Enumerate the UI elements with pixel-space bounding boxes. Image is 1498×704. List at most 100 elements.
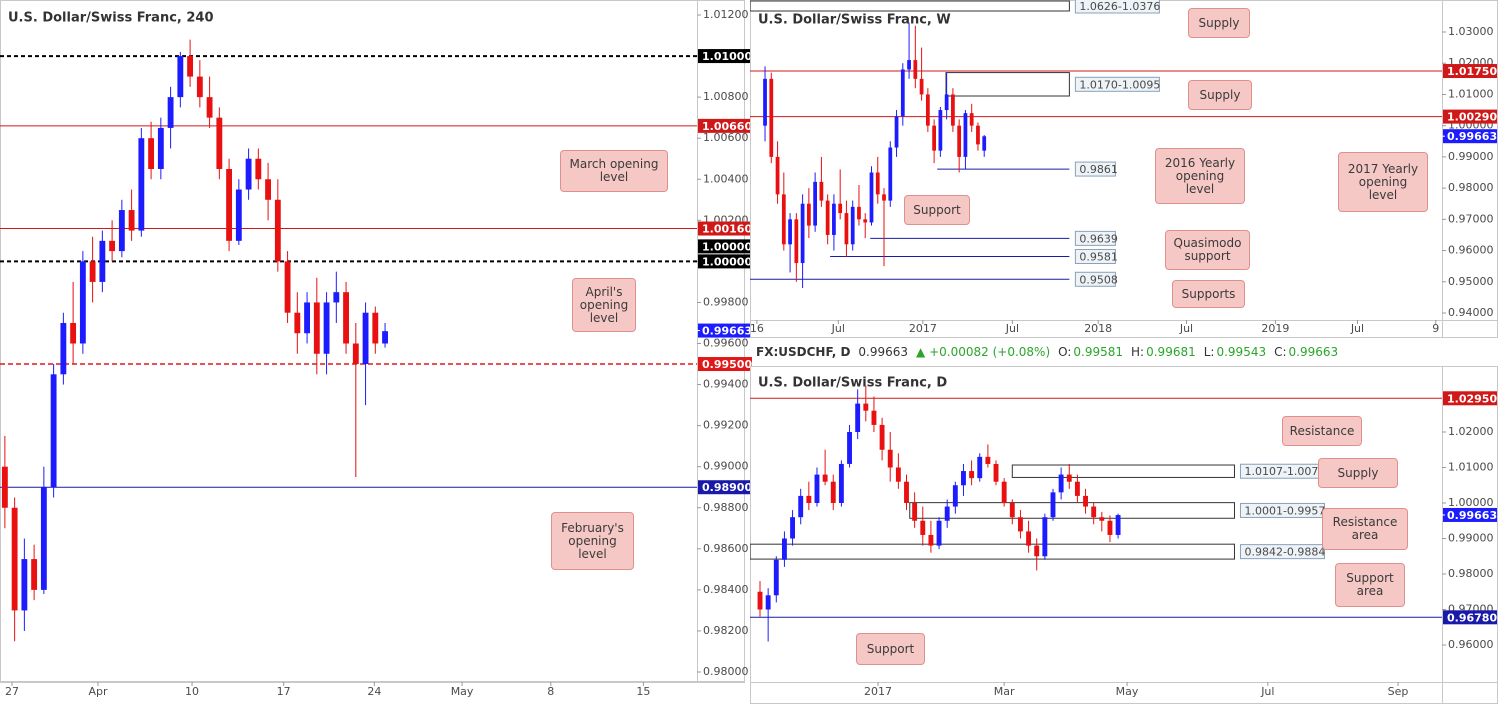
candle-body [1074, 481, 1080, 496]
x-tick-label: 9 [1432, 322, 1439, 335]
field-label: L: [1203, 345, 1215, 359]
candle-body [60, 322, 67, 375]
zone [750, 543, 1235, 560]
candle-body [871, 410, 877, 425]
chart-title: U.S. Dollar/Swiss Franc, 240 [8, 11, 214, 26]
candle-body [775, 156, 780, 195]
field-value: 0.99681 [1146, 345, 1196, 359]
callout: Resistance area [1322, 508, 1408, 550]
candle-body [769, 78, 774, 157]
price-tag-label: 1.02950 [1447, 392, 1497, 405]
x-tick-label: 2017 [909, 322, 937, 335]
candle-body [887, 449, 893, 468]
candle-body [794, 219, 799, 264]
x-tick-label: 17 [277, 685, 291, 698]
candle-body [128, 210, 135, 231]
price-tag-label: 1.00160 [702, 223, 752, 236]
price-tag [698, 118, 752, 133]
price-tag-label: 0.99500 [702, 358, 752, 371]
candle-body [806, 203, 811, 226]
x-tick-label: 15 [636, 685, 650, 698]
price-tag [1443, 129, 1497, 144]
level-label-box [1074, 248, 1116, 264]
plot [0, 39, 697, 642]
level-label: 0.9508 [1079, 273, 1118, 286]
candle-body [167, 97, 174, 128]
x-tick-label: Jul [1260, 685, 1274, 698]
callout: Supply [1318, 458, 1398, 488]
candle-body [781, 194, 786, 245]
candle-body [969, 113, 974, 126]
candle-body [844, 213, 849, 245]
candle-body [323, 302, 330, 354]
candle-body [382, 331, 388, 344]
chart-title: U.S. Dollar/Swiss Franc, W [758, 13, 951, 28]
price-tag [1443, 109, 1497, 124]
plot [750, 385, 1442, 642]
zone [945, 72, 1070, 97]
candle-body [99, 240, 106, 282]
candle-body [11, 507, 18, 611]
y-tick-label: 1.00400 [703, 172, 749, 185]
y-tick-label: 0.94000 [1448, 306, 1494, 319]
candle-body [855, 403, 861, 432]
price-tag [1443, 64, 1497, 79]
candle-body [757, 591, 763, 610]
level-label-box [1074, 271, 1116, 287]
price-tag [1443, 507, 1497, 522]
x-tick-label: Jul [1005, 322, 1019, 335]
candle-body [1091, 506, 1097, 518]
candle-body [976, 125, 980, 145]
candle-body [830, 481, 836, 503]
callout: April's opening level [572, 278, 636, 332]
candle-body [790, 517, 796, 539]
y-tick-label: 0.99000 [703, 460, 749, 473]
candle-body [822, 474, 828, 482]
price-tag-label: 0.99663 [1447, 130, 1497, 143]
y-tick-label: 0.98800 [703, 501, 749, 514]
x-tick-label: 10 [185, 685, 199, 698]
zone-label-box [1074, 76, 1160, 92]
candle-body [900, 69, 905, 117]
callout: 2017 Yearly opening level [1338, 152, 1428, 212]
plot [750, 0, 1442, 289]
price-tag-label: 1.00660 [702, 120, 752, 133]
candle-body [832, 203, 836, 235]
candle-body [284, 261, 291, 313]
candle-body [31, 559, 38, 590]
zone-label: 1.0107-1.0072 [1244, 465, 1325, 478]
candle-body [118, 210, 125, 252]
y-tick-label: 0.98400 [703, 583, 749, 596]
zone-label: 1.0626-1.0376 [1079, 0, 1160, 13]
candle-body [255, 158, 262, 180]
candle-body [21, 559, 28, 611]
y-tick-label: 0.98000 [1448, 181, 1494, 194]
x-tick-label: Jul [1350, 322, 1364, 335]
callout: Supply [1188, 8, 1250, 38]
candle-body [838, 463, 844, 503]
candle-body [904, 481, 909, 503]
x-tick-label: 2019 [1261, 322, 1289, 335]
candle-body [1001, 481, 1007, 503]
y-tick-label: 0.99000 [1448, 532, 1494, 545]
callout: February's opening level [551, 512, 634, 570]
callout: Support [856, 633, 925, 665]
candle-body [1009, 503, 1015, 518]
y-tick-label: 0.99800 [703, 295, 749, 308]
zone-label: 0.9842-0.9884 [1244, 546, 1325, 559]
y-tick-label: 0.98000 [1448, 567, 1494, 580]
candle-body [847, 432, 852, 464]
candle-body [177, 56, 184, 98]
candle-body [869, 172, 874, 223]
candle-body [894, 116, 899, 148]
zone-label: 1.0170-1.0095 [1079, 78, 1160, 91]
candle-body [907, 60, 911, 70]
candle-body [148, 138, 155, 169]
candle-body [993, 463, 999, 482]
candle-body [932, 125, 936, 151]
y-tick-label: 1.01000 [1448, 87, 1494, 100]
x-tick-label: Sep [1388, 685, 1409, 698]
x-tick-label: 2018 [1084, 322, 1112, 335]
price-tag-label: 0.99663 [1447, 509, 1497, 522]
